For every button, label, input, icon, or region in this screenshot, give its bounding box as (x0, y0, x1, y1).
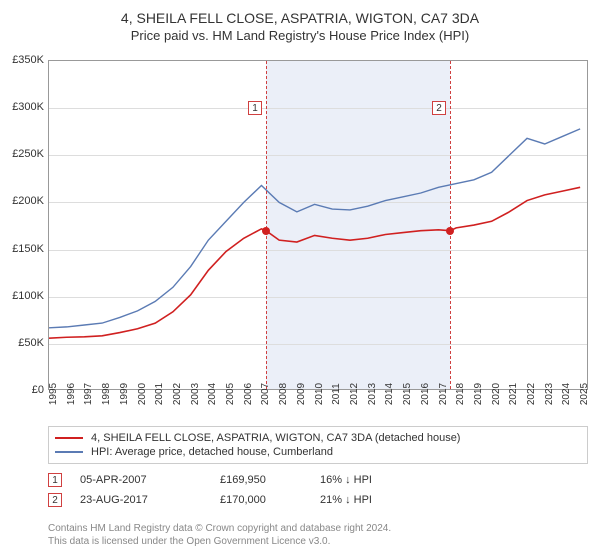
y-tick-label: £50K (4, 337, 44, 349)
y-tick-label: £300K (4, 101, 44, 113)
x-tick-label: 2020 (491, 383, 502, 405)
transaction-vline (450, 61, 451, 389)
x-tick-label: 2011 (331, 383, 342, 405)
transaction-marker-box: 1 (248, 101, 262, 115)
chart-subtitle: Price paid vs. HM Land Registry's House … (0, 26, 600, 51)
x-tick-label: 2007 (260, 383, 271, 405)
x-tick-label: 2012 (349, 383, 360, 405)
y-tick-label: £200K (4, 195, 44, 207)
x-tick-label: 2017 (438, 383, 449, 405)
transaction-marker-box: 2 (432, 101, 446, 115)
x-tick-label: 2021 (508, 383, 519, 405)
x-tick-label: 1999 (119, 383, 130, 405)
transaction-marker: 2 (48, 493, 62, 507)
chart-container: 4, SHEILA FELL CLOSE, ASPATRIA, WIGTON, … (0, 0, 600, 560)
x-tick-label: 2010 (314, 383, 325, 405)
y-tick-label: £250K (4, 148, 44, 160)
x-tick-label: 2022 (526, 383, 537, 405)
x-tick-label: 2004 (207, 383, 218, 405)
legend: 4, SHEILA FELL CLOSE, ASPATRIA, WIGTON, … (48, 426, 588, 464)
legend-swatch (55, 451, 83, 453)
series-property (49, 187, 580, 338)
x-tick-label: 2003 (190, 383, 201, 405)
footer-line: This data is licensed under the Open Gov… (48, 535, 588, 548)
series-hpi (49, 129, 580, 328)
transaction-dot (262, 227, 270, 235)
x-tick-label: 1995 (48, 383, 59, 405)
transaction-delta: 16% ↓ HPI (320, 474, 440, 486)
footer-line: Contains HM Land Registry data © Crown c… (48, 522, 588, 535)
transaction-dot (446, 227, 454, 235)
x-tick-label: 2016 (420, 383, 431, 405)
transaction-date: 23-AUG-2017 (80, 494, 220, 506)
footer: Contains HM Land Registry data © Crown c… (48, 522, 588, 548)
x-tick-label: 2006 (243, 383, 254, 405)
x-tick-label: 2001 (154, 383, 165, 405)
y-tick-label: £350K (4, 54, 44, 66)
transaction-vline (266, 61, 267, 389)
table-row: 2 23-AUG-2017 £170,000 21% ↓ HPI (48, 490, 588, 510)
y-tick-label: £150K (4, 243, 44, 255)
x-tick-label: 1996 (66, 383, 77, 405)
legend-item: HPI: Average price, detached house, Cumb… (55, 445, 581, 459)
x-tick-label: 1998 (101, 383, 112, 405)
plot-region: 12 (48, 60, 588, 390)
x-tick-label: 2009 (296, 383, 307, 405)
x-tick-label: 2002 (172, 383, 183, 405)
x-tick-label: 2023 (544, 383, 555, 405)
transaction-date: 05-APR-2007 (80, 474, 220, 486)
transaction-delta: 21% ↓ HPI (320, 494, 440, 506)
transaction-price: £169,950 (220, 474, 320, 486)
y-tick-label: £0 (4, 384, 44, 396)
x-tick-label: 2008 (278, 383, 289, 405)
transaction-marker: 1 (48, 473, 62, 487)
y-tick-label: £100K (4, 290, 44, 302)
transaction-price: £170,000 (220, 494, 320, 506)
x-tick-label: 2019 (473, 383, 484, 405)
transactions-table: 1 05-APR-2007 £169,950 16% ↓ HPI 2 23-AU… (48, 470, 588, 510)
x-tick-label: 2018 (455, 383, 466, 405)
x-tick-label: 1997 (83, 383, 94, 405)
chart-title: 4, SHEILA FELL CLOSE, ASPATRIA, WIGTON, … (0, 0, 600, 26)
legend-label: HPI: Average price, detached house, Cumb… (91, 446, 333, 458)
legend-label: 4, SHEILA FELL CLOSE, ASPATRIA, WIGTON, … (91, 432, 460, 444)
x-tick-label: 2025 (579, 383, 590, 405)
x-tick-label: 2005 (225, 383, 236, 405)
x-tick-label: 2000 (137, 383, 148, 405)
x-tick-label: 2024 (561, 383, 572, 405)
chart-area: 12 £0£50K£100K£150K£200K£250K£300K£350K … (48, 60, 588, 390)
line-series (49, 61, 589, 391)
legend-swatch (55, 437, 83, 439)
table-row: 1 05-APR-2007 £169,950 16% ↓ HPI (48, 470, 588, 490)
legend-item: 4, SHEILA FELL CLOSE, ASPATRIA, WIGTON, … (55, 431, 581, 445)
x-tick-label: 2013 (367, 383, 378, 405)
x-tick-label: 2014 (384, 383, 395, 405)
x-tick-label: 2015 (402, 383, 413, 405)
